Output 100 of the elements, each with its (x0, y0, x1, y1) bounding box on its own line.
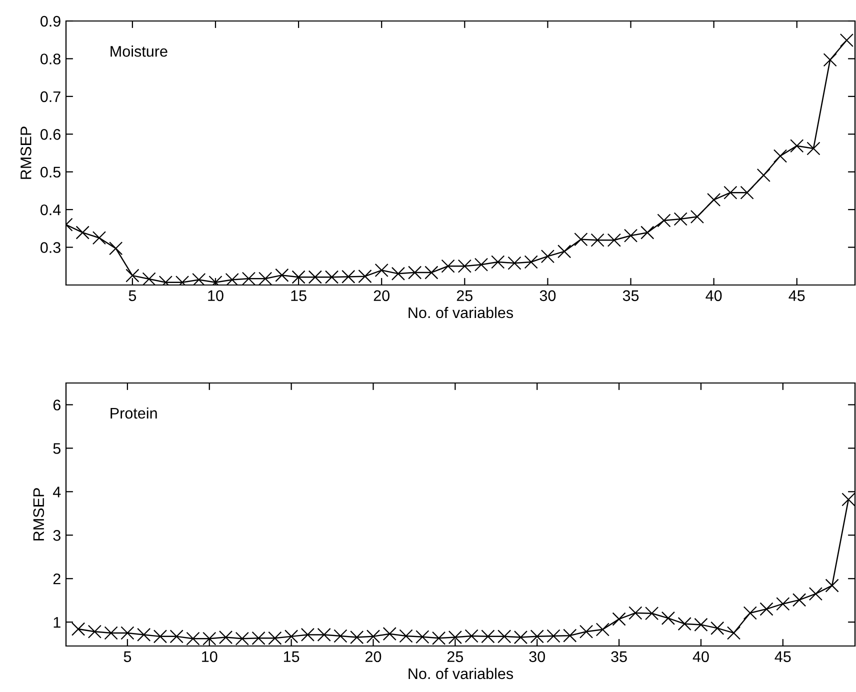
point (607, 233, 621, 247)
point (740, 186, 754, 200)
point (530, 630, 544, 644)
point (76, 226, 90, 240)
point (441, 259, 455, 273)
y-axis-title: RMSEP (20, 126, 32, 179)
y-tick-label: 5 (53, 443, 60, 454)
point (432, 631, 446, 645)
point (292, 270, 306, 284)
point (661, 611, 675, 625)
point (88, 624, 102, 638)
y-tick-label: 1 (54, 617, 60, 628)
point (366, 630, 380, 644)
point (448, 630, 462, 644)
point (707, 192, 721, 207)
point (186, 632, 200, 646)
x-tick-label: 30 (540, 290, 556, 302)
x-tick-label: 35 (622, 290, 639, 302)
annotation: Protein (110, 407, 157, 419)
x-tick-label: 5 (124, 651, 132, 662)
point (825, 578, 839, 592)
point (678, 617, 692, 631)
point (674, 212, 688, 226)
point (192, 272, 206, 285)
point (218, 630, 233, 644)
point (558, 244, 572, 258)
point (596, 622, 610, 636)
point (252, 631, 266, 645)
point (645, 606, 659, 620)
point (690, 210, 704, 224)
point (153, 630, 168, 644)
point (842, 492, 855, 506)
point (760, 602, 774, 616)
point (126, 268, 140, 282)
point (710, 621, 724, 635)
y-tick-label: 0.4 (40, 204, 61, 216)
point (726, 626, 741, 640)
point (137, 628, 151, 642)
point (508, 256, 522, 270)
annotation: Moisture (110, 46, 168, 57)
point (275, 268, 289, 282)
point (546, 629, 560, 643)
point (408, 266, 422, 280)
x-tick-label: 35 (611, 651, 627, 662)
point (790, 139, 804, 153)
point (464, 629, 478, 643)
point (300, 628, 314, 642)
x-tick-label: 15 (284, 651, 300, 662)
point (806, 142, 820, 156)
point (657, 214, 671, 228)
y-tick-label: 0.5 (40, 166, 60, 178)
point (71, 622, 86, 636)
point (579, 624, 594, 638)
point (120, 626, 134, 640)
point (92, 231, 106, 245)
point (563, 628, 577, 642)
y-tick-label: 4 (52, 486, 61, 498)
point (374, 263, 388, 278)
x-tick-label: 40 (706, 290, 722, 302)
point (317, 628, 331, 642)
point (104, 626, 118, 640)
point (481, 630, 495, 644)
point (590, 233, 604, 247)
point (724, 186, 738, 200)
x-tick-label: 25 (447, 651, 464, 662)
point (743, 606, 757, 620)
point (391, 266, 406, 280)
point (624, 228, 638, 242)
point (382, 627, 396, 641)
y-tick-label: 0.9 (40, 16, 60, 27)
point (235, 632, 249, 646)
point (524, 255, 538, 269)
point (776, 597, 790, 611)
point (284, 630, 298, 644)
point (574, 232, 588, 246)
point (612, 612, 626, 626)
point (792, 593, 806, 607)
y-tick-label: 6 (53, 400, 60, 410)
point (823, 53, 837, 67)
x-tick-label: 15 (291, 290, 306, 302)
point (109, 242, 123, 256)
y-tick-label: 0.6 (40, 129, 60, 140)
point (491, 255, 505, 269)
point (142, 272, 156, 285)
point (498, 630, 512, 644)
point (334, 629, 348, 643)
y-tick-label: 2 (53, 573, 60, 584)
point (170, 630, 184, 644)
x-tick-label: 20 (374, 290, 390, 302)
point (225, 272, 239, 285)
x-tick-label: 20 (366, 651, 382, 662)
point (268, 631, 282, 645)
x-tick-label: 40 (692, 651, 709, 662)
point (640, 226, 654, 240)
x-tick-label: 10 (208, 290, 224, 302)
point (350, 630, 364, 644)
point (358, 270, 372, 284)
point (242, 272, 256, 285)
point (694, 618, 708, 632)
y-tick-label: 0.3 (40, 242, 60, 253)
